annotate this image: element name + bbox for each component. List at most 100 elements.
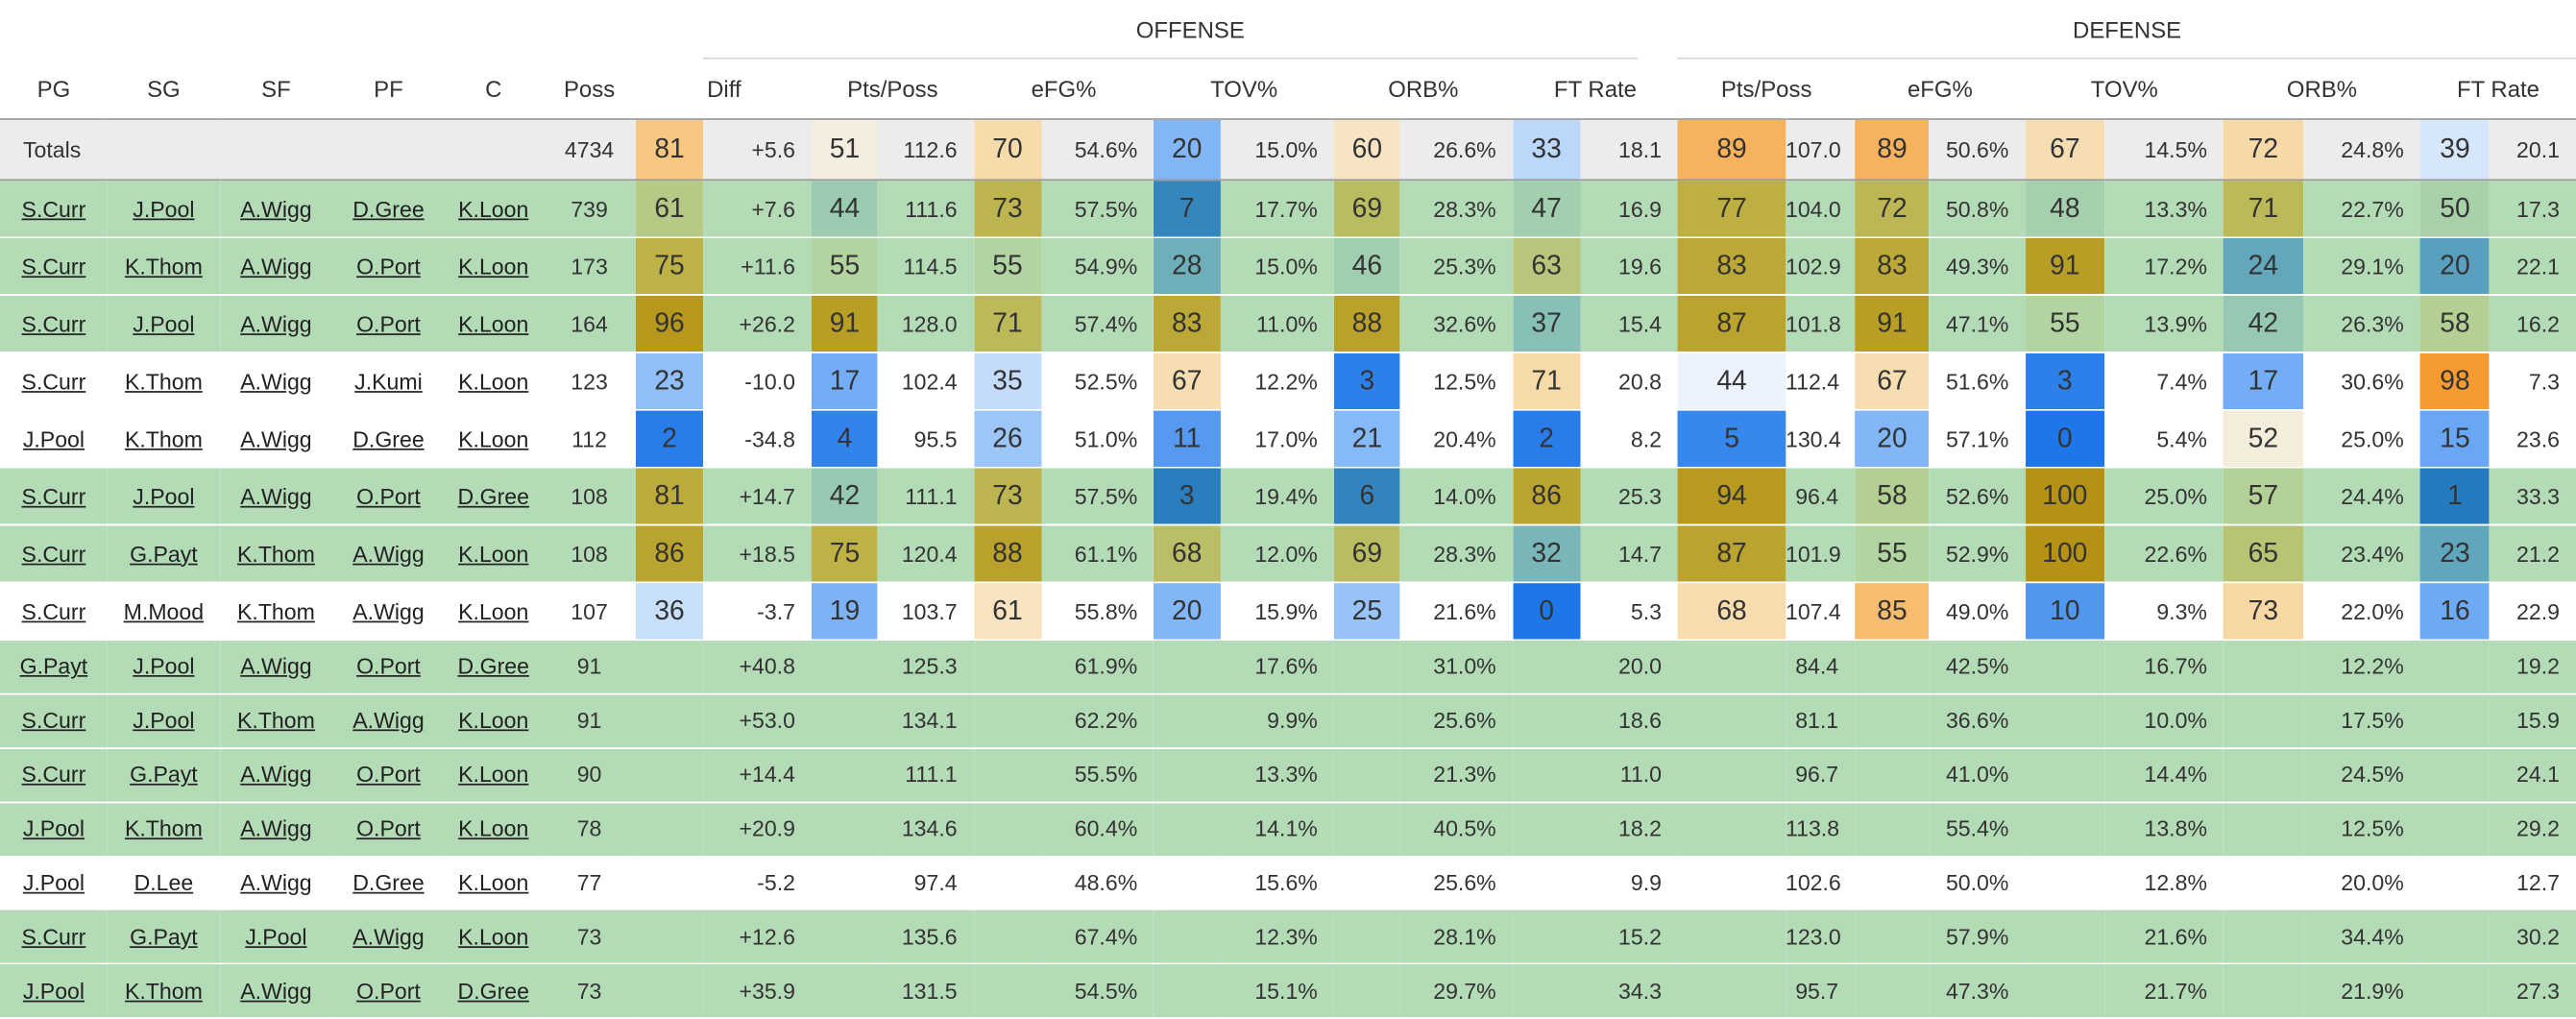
player-link[interactable]: K.Loon (458, 763, 529, 788)
player-cell-c: K.Loon (444, 295, 543, 352)
col-header-o-ft-rate[interactable]: FT Rate (1512, 59, 1679, 120)
player-link[interactable]: J.Pool (133, 196, 195, 222)
col-header-d-ft-rate[interactable]: FT Rate (2419, 59, 2576, 120)
player-link[interactable]: G.Payt (130, 924, 198, 950)
player-link[interactable]: K.Loon (458, 708, 529, 734)
player-link[interactable]: O.Port (356, 654, 421, 680)
rank-cell-o-tov: 11 (1154, 409, 1221, 468)
player-link[interactable]: K.Thom (124, 254, 203, 279)
player-link[interactable]: D.Gree (352, 870, 425, 896)
player-link[interactable]: M.Mood (123, 598, 205, 624)
col-header-o-efg[interactable]: eFG% (973, 59, 1154, 120)
player-link[interactable]: A.Wigg (240, 196, 312, 222)
player-link[interactable]: A.Wigg (240, 763, 312, 788)
player-link[interactable]: A.Wigg (240, 870, 312, 896)
col-header-d-orb[interactable]: ORB% (2224, 59, 2420, 120)
player-link[interactable]: A.Wigg (352, 708, 425, 734)
player-link[interactable]: O.Port (356, 816, 421, 841)
player-link[interactable]: G.Payt (19, 654, 88, 680)
player-link[interactable]: O.Port (356, 254, 421, 279)
player-link[interactable]: K.Thom (124, 369, 203, 394)
col-header-sf[interactable]: SF (219, 59, 332, 120)
player-link[interactable]: J.Pool (133, 654, 195, 680)
player-link[interactable]: A.Wigg (240, 654, 312, 680)
player-link[interactable]: S.Curr (21, 708, 86, 734)
player-link[interactable]: J.Pool (133, 708, 195, 734)
player-link[interactable]: K.Loon (458, 870, 529, 896)
player-link[interactable]: S.Curr (21, 763, 86, 788)
player-link[interactable]: S.Curr (21, 541, 86, 567)
player-link[interactable]: S.Curr (21, 598, 86, 624)
player-link[interactable]: O.Port (356, 483, 421, 509)
player-link[interactable]: K.Loon (458, 311, 529, 336)
player-link[interactable]: K.Loon (458, 254, 529, 279)
poss-cell: 173 (542, 237, 637, 296)
col-header-o-tov[interactable]: TOV% (1154, 59, 1334, 120)
player-link[interactable]: O.Port (356, 763, 421, 788)
player-link[interactable]: A.Wigg (352, 541, 425, 567)
player-link[interactable]: A.Wigg (240, 483, 312, 509)
player-link[interactable]: D.Gree (457, 483, 529, 509)
player-link[interactable]: D.Gree (457, 654, 529, 680)
player-link[interactable]: A.Wigg (240, 979, 312, 1004)
player-link[interactable]: K.Loon (458, 924, 529, 950)
player-cell-c: K.Loon (444, 524, 543, 583)
player-link[interactable]: A.Wigg (352, 598, 425, 624)
player-link[interactable]: D.Gree (457, 979, 529, 1004)
player-link[interactable]: A.Wigg (240, 425, 312, 451)
player-link[interactable]: S.Curr (21, 196, 86, 222)
col-header-d-tov[interactable]: TOV% (2025, 59, 2224, 120)
player-link[interactable]: K.Thom (237, 598, 315, 624)
rank-cell-d-tov (2025, 910, 2105, 964)
player-link[interactable]: K.Loon (458, 816, 529, 841)
player-link[interactable]: A.Wigg (240, 254, 312, 279)
player-link[interactable]: S.Curr (21, 254, 86, 279)
player-link[interactable]: J.Pool (133, 483, 195, 509)
col-header-c[interactable]: C (444, 59, 543, 120)
player-link[interactable]: O.Port (356, 311, 421, 336)
player-link[interactable]: D.Gree (352, 196, 425, 222)
player-link[interactable]: J.Pool (245, 924, 307, 950)
player-link[interactable]: K.Loon (458, 541, 529, 567)
col-header-o-pts-poss[interactable]: Pts/Poss (812, 59, 974, 120)
col-header-pg[interactable]: PG (0, 59, 108, 120)
player-link[interactable]: D.Lee (134, 870, 194, 896)
player-link[interactable]: K.Thom (237, 708, 315, 734)
col-header-d-pts-poss[interactable]: Pts/Poss (1678, 59, 1856, 120)
col-header-diff[interactable]: Diff (636, 59, 813, 120)
player-link[interactable]: G.Payt (130, 541, 198, 567)
player-link[interactable]: A.Wigg (240, 816, 312, 841)
player-link[interactable]: O.Port (356, 979, 421, 1004)
player-link[interactable]: K.Loon (458, 598, 529, 624)
player-link[interactable]: K.Thom (237, 541, 315, 567)
player-link[interactable]: J.Kumi (354, 369, 423, 394)
col-header-d-efg[interactable]: eFG% (1855, 59, 2026, 120)
col-header-o-orb[interactable]: ORB% (1333, 59, 1513, 120)
player-link[interactable]: S.Curr (21, 369, 86, 394)
player-link[interactable]: A.Wigg (352, 924, 425, 950)
player-link[interactable]: D.Gree (352, 425, 425, 451)
player-link[interactable]: A.Wigg (240, 311, 312, 336)
col-header-poss[interactable]: Poss (542, 59, 637, 120)
value-cell-d-efg: 57.9% (1929, 910, 2026, 964)
player-link[interactable]: K.Thom (124, 425, 203, 451)
player-link[interactable]: K.Loon (458, 425, 529, 451)
player-link[interactable]: S.Curr (21, 311, 86, 336)
player-link[interactable]: A.Wigg (240, 369, 312, 394)
player-link[interactable]: K.Loon (458, 369, 529, 394)
player-link[interactable]: S.Curr (21, 483, 86, 509)
player-link[interactable]: K.Loon (458, 196, 529, 222)
player-link[interactable]: J.Pool (22, 425, 85, 451)
value-cell-o-ft: 5.3 (1580, 582, 1679, 641)
col-header-pf[interactable]: PF (331, 59, 445, 120)
player-link[interactable]: J.Pool (133, 311, 195, 336)
player-link[interactable]: K.Thom (124, 979, 203, 1004)
player-link[interactable]: G.Payt (130, 763, 198, 788)
player-link[interactable]: J.Pool (22, 979, 85, 1004)
player-link[interactable]: K.Thom (124, 816, 203, 841)
col-header-sg[interactable]: SG (107, 59, 220, 120)
player-link[interactable]: S.Curr (21, 924, 86, 950)
player-link[interactable]: J.Pool (22, 870, 85, 896)
player-link[interactable]: J.Pool (22, 816, 85, 841)
value-cell-d-pts: 113.8 (1785, 802, 1856, 857)
